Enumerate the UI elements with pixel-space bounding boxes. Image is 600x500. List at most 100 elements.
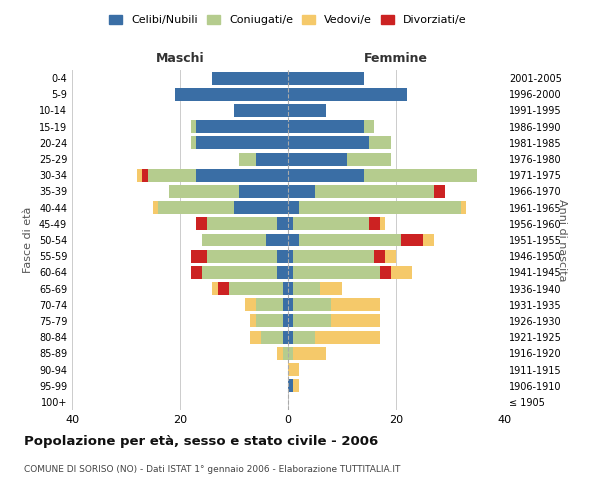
Bar (202, 266, 277, 279)
Bar (234, 104, 288, 117)
Bar (207, 250, 277, 262)
Bar (293, 250, 374, 262)
Bar (288, 136, 369, 149)
Bar (256, 152, 288, 166)
Bar (331, 314, 380, 328)
Bar (202, 234, 266, 246)
Bar (288, 185, 315, 198)
Bar (364, 120, 374, 133)
Bar (293, 314, 331, 328)
Y-axis label: Anni di nascita: Anni di nascita (557, 198, 567, 281)
Bar (288, 314, 293, 328)
Bar (137, 169, 142, 181)
Bar (153, 201, 158, 214)
Bar (229, 282, 283, 295)
Bar (266, 234, 288, 246)
Bar (288, 266, 293, 279)
Bar (191, 250, 207, 262)
Bar (288, 120, 364, 133)
Bar (293, 266, 380, 279)
Bar (191, 266, 202, 279)
Bar (148, 169, 196, 181)
Bar (191, 120, 196, 133)
Bar (288, 218, 293, 230)
Bar (277, 347, 283, 360)
Bar (288, 363, 299, 376)
Bar (288, 379, 293, 392)
Y-axis label: Fasce di età: Fasce di età (23, 207, 33, 273)
Bar (315, 185, 434, 198)
Bar (207, 218, 277, 230)
Bar (315, 330, 380, 344)
Bar (288, 234, 299, 246)
Bar (380, 218, 385, 230)
Bar (196, 136, 288, 149)
Bar (239, 185, 288, 198)
Text: Femmine: Femmine (364, 52, 428, 65)
Text: Maschi: Maschi (155, 52, 205, 65)
Bar (283, 314, 288, 328)
Bar (461, 201, 466, 214)
Bar (239, 152, 256, 166)
Bar (320, 282, 342, 295)
Bar (142, 169, 148, 181)
Bar (283, 330, 288, 344)
Bar (299, 234, 401, 246)
Text: Popolazione per età, sesso e stato civile - 2006: Popolazione per età, sesso e stato civil… (24, 435, 378, 448)
Bar (256, 314, 283, 328)
Bar (293, 379, 299, 392)
Bar (385, 250, 396, 262)
Bar (347, 152, 391, 166)
Bar (288, 250, 293, 262)
Bar (288, 201, 299, 214)
Bar (196, 218, 207, 230)
Bar (401, 234, 423, 246)
Bar (196, 169, 288, 181)
Bar (277, 250, 288, 262)
Bar (293, 330, 315, 344)
Bar (374, 250, 385, 262)
Bar (299, 201, 461, 214)
Bar (256, 298, 283, 311)
Bar (169, 185, 239, 198)
Bar (423, 234, 434, 246)
Bar (380, 266, 391, 279)
Bar (369, 218, 380, 230)
Bar (288, 347, 293, 360)
Bar (288, 72, 364, 85)
Bar (369, 136, 391, 149)
Bar (288, 104, 326, 117)
Bar (288, 298, 293, 311)
Bar (293, 298, 331, 311)
Bar (293, 218, 369, 230)
Bar (283, 282, 288, 295)
Bar (218, 282, 229, 295)
Bar (434, 185, 445, 198)
Bar (191, 136, 196, 149)
Bar (288, 282, 293, 295)
Bar (158, 201, 234, 214)
Bar (293, 347, 326, 360)
Bar (331, 298, 380, 311)
Bar (245, 298, 256, 311)
Bar (212, 282, 218, 295)
Bar (277, 266, 288, 279)
Legend: Celibi/Nubili, Coniugati/e, Vedovi/e, Divorziati/e: Celibi/Nubili, Coniugati/e, Vedovi/e, Di… (105, 10, 471, 30)
Bar (212, 72, 288, 85)
Bar (250, 330, 261, 344)
Bar (288, 152, 347, 166)
Bar (250, 314, 256, 328)
Bar (288, 330, 293, 344)
Bar (277, 218, 288, 230)
Bar (288, 169, 364, 181)
Bar (283, 347, 288, 360)
Bar (175, 88, 288, 101)
Bar (364, 169, 477, 181)
Bar (293, 282, 320, 295)
Bar (261, 330, 283, 344)
Bar (391, 266, 412, 279)
Text: COMUNE DI SORISO (NO) - Dati ISTAT 1° gennaio 2006 - Elaborazione TUTTITALIA.IT: COMUNE DI SORISO (NO) - Dati ISTAT 1° ge… (24, 465, 400, 474)
Bar (234, 201, 288, 214)
Bar (283, 298, 288, 311)
Bar (196, 120, 288, 133)
